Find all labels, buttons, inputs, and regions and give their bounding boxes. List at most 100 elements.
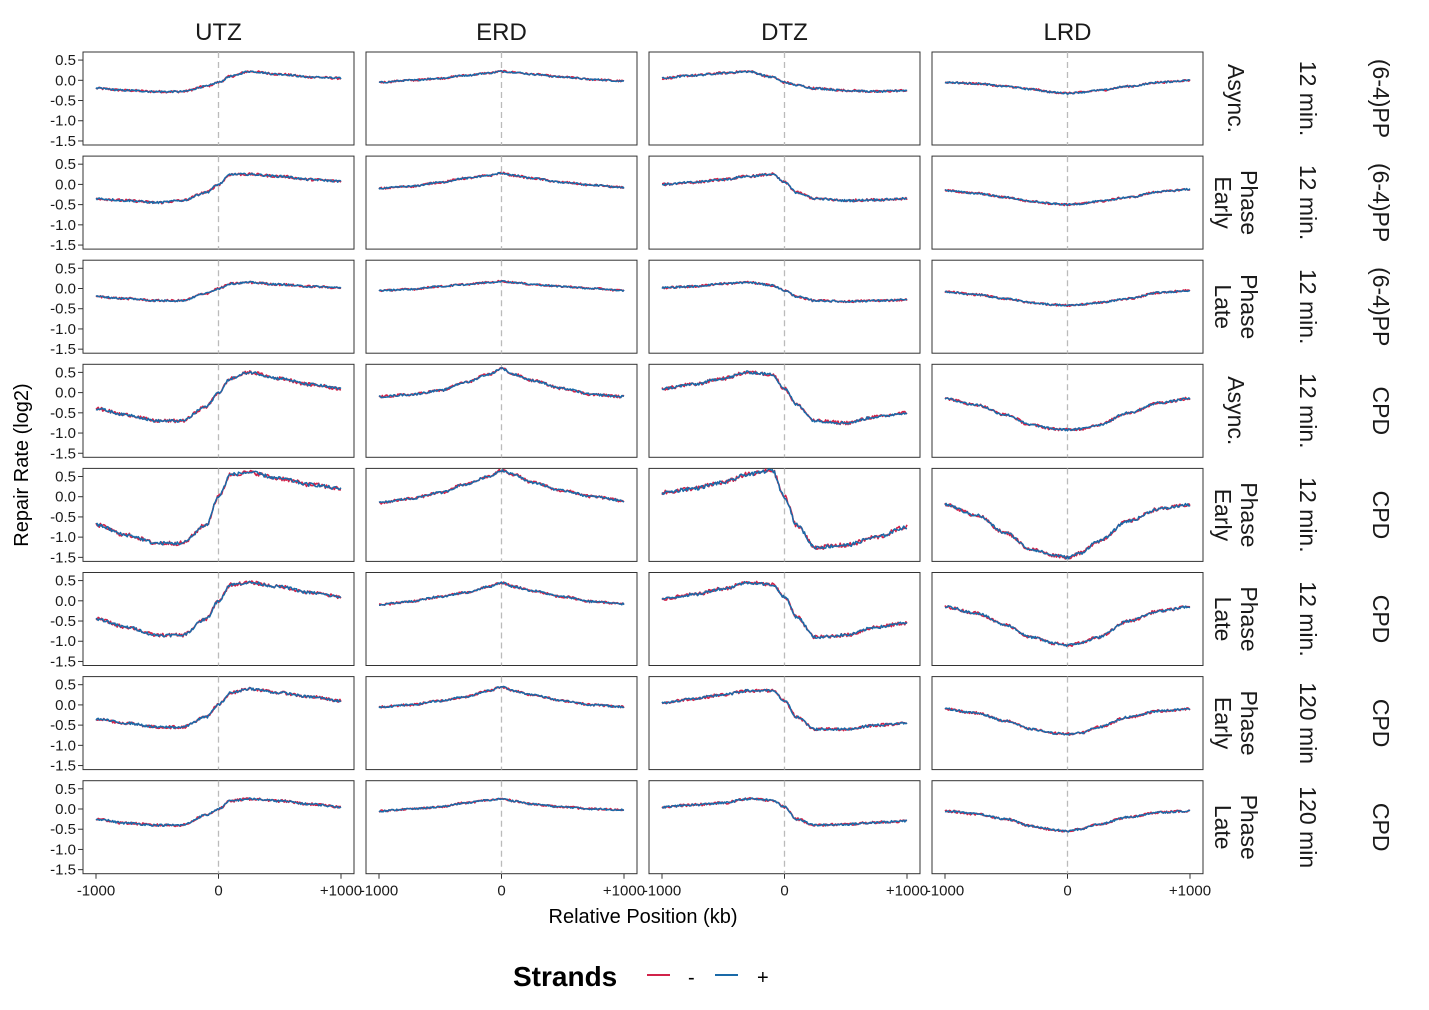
series-line-strand-plus [661, 688, 908, 732]
row-strip-text: Phase [1236, 482, 1262, 547]
x-tick-label: -1000 [360, 883, 398, 900]
series-line-strand-plus [661, 370, 908, 425]
panel-r4-c2 [648, 467, 921, 562]
row-strip-text: Phase [1236, 274, 1262, 339]
y-tick-label: 0.5 [55, 573, 76, 590]
x-tick-label: +1000 [320, 883, 362, 900]
series-line-strand-plus [378, 469, 625, 504]
series-line-strand-plus [661, 797, 908, 827]
series-line-strand-plus [378, 797, 625, 813]
series-line-strand-plus [95, 470, 342, 546]
y-tick-label: 0.0 [55, 697, 76, 714]
row-strip-label-2-0: Late Phase [1210, 274, 1262, 339]
row-strip-text: (6-4)PP [1368, 163, 1394, 242]
legend: Strands - + [513, 961, 769, 992]
y-tick-label: -1.5 [50, 549, 76, 566]
panel-r5-c1 [365, 572, 638, 666]
y-tick-label: 0.0 [55, 593, 76, 610]
series-line-strand-plus [944, 605, 1191, 648]
row-strip-text: Early [1210, 176, 1236, 229]
series-line-strand-plus [944, 502, 1191, 560]
series-line-strand-plus [378, 685, 625, 709]
row-strip-label-6-0: Early Phase [1210, 690, 1262, 755]
y-tick-label: -1.0 [50, 841, 76, 858]
y-tick-label: -1.0 [50, 321, 76, 338]
series-line-strand-plus [944, 187, 1191, 207]
y-tick-label: -1.5 [50, 758, 76, 775]
y-tick-label: 0.5 [55, 781, 76, 798]
y-tick-label: -0.5 [50, 197, 76, 214]
row-strip-label-5-2: CPD [1368, 595, 1394, 644]
row-strip-text: Async. [1223, 64, 1249, 133]
column-label-utz: UTZ [195, 19, 242, 46]
panel-r2-c1 [365, 259, 638, 354]
y-tick-label: 0.5 [55, 364, 76, 381]
row-strip-text: 12 min. [1295, 61, 1321, 136]
row-strip-label-7-2: CPD [1368, 803, 1394, 852]
row-strip-text: (6-4)PP [1368, 59, 1394, 138]
row-strip-text: 120 min [1295, 786, 1321, 868]
y-tick-label: -0.5 [50, 405, 76, 422]
row-strip-label-0-0: Async. [1223, 64, 1249, 133]
panel-r6-c2 [648, 676, 921, 771]
series-line-strand-plus [944, 78, 1191, 95]
column-label-lrd: LRD [1043, 19, 1091, 46]
panel-r5-c0 [82, 572, 355, 666]
y-tick-label: -1.5 [50, 341, 76, 358]
series-line-strand-plus [95, 172, 342, 205]
y-tick-label: 0.5 [55, 52, 76, 69]
column-label-erd: ERD [476, 19, 527, 46]
panel-r3-c2 [648, 363, 921, 458]
series-line-strand-plus [95, 280, 342, 303]
row-strip-text: (6-4)PP [1368, 267, 1394, 346]
series-line-strand-plus [661, 468, 908, 550]
panel-r6-c1 [365, 676, 638, 771]
row-strip-label-7-0: Late Phase [1210, 795, 1262, 860]
series-line-strand-plus [661, 70, 908, 94]
legend-label-plus: + [757, 967, 769, 989]
y-tick-label: 0.0 [55, 801, 76, 818]
row-strip-label-6-1: 120 min [1295, 682, 1321, 764]
series-line-strand-plus [95, 797, 342, 827]
panel-r2-c0 [82, 259, 355, 354]
row-strip-text: CPD [1368, 595, 1394, 644]
series-line-strand-plus [95, 371, 342, 423]
y-tick-label: -1.0 [50, 737, 76, 754]
y-tick-label: -0.5 [50, 301, 76, 318]
y-tick-label: -0.5 [50, 509, 76, 526]
y-axis-title: Repair Rate (log2) [11, 383, 33, 546]
row-strip-text: 12 min. [1295, 373, 1321, 448]
row-strip-label-4-0: Early Phase [1210, 482, 1262, 547]
y-tick-label: 0.5 [55, 156, 76, 173]
panel-r5-c2 [648, 572, 921, 666]
panel-r6-c0 [82, 676, 355, 771]
x-tick-label: 0 [214, 883, 222, 900]
x-tick-label: -1000 [77, 883, 115, 900]
y-tick-label: -1.5 [50, 237, 76, 254]
panel-r2-c3 [931, 259, 1204, 354]
y-tick-label: 0.0 [55, 281, 76, 298]
x-tick-label: 0 [780, 883, 788, 900]
series-line-strand-plus [661, 580, 908, 640]
row-strip-label-2-2: (6-4)PP [1368, 267, 1394, 346]
row-strip-label-7-1: 120 min [1295, 786, 1321, 868]
row-strip-text: 120 min [1295, 682, 1321, 764]
row-strip-label-1-0: Early Phase [1210, 170, 1262, 235]
legend-title: Strands [513, 961, 617, 992]
x-tick-label: +1000 [886, 883, 928, 900]
series-line-strand-plus [944, 809, 1191, 833]
row-strip-text: Late [1210, 284, 1236, 329]
row-strip-text: Phase [1236, 586, 1262, 651]
y-tick-label: 0.5 [55, 677, 76, 694]
row-strip-label-2-1: 12 min. [1295, 269, 1321, 344]
y-tick-label: -1.5 [50, 133, 76, 150]
panel-r7-c1 [365, 780, 638, 875]
row-strip-text: Async. [1223, 376, 1249, 445]
series-line-strand-plus [95, 687, 342, 730]
row-strip-text: 12 min. [1295, 581, 1321, 656]
panel-r0-c1 [365, 51, 638, 146]
x-tick-label: 0 [1063, 883, 1071, 900]
column-label-dtz: DTZ [761, 19, 808, 46]
